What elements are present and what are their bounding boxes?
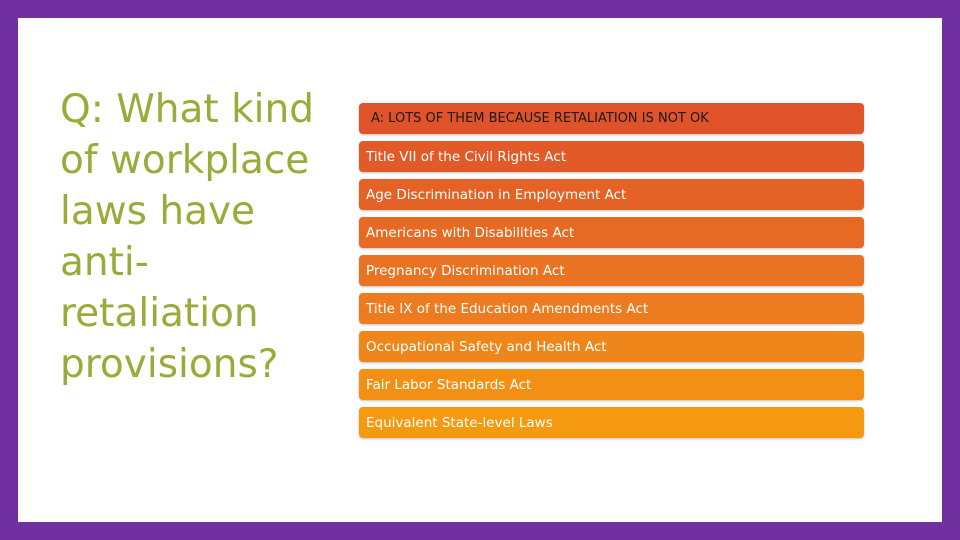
question-heading: Q: What kind of workplace laws have anti… (60, 87, 314, 387)
answer-item-title-ix: Title IX of the Education Amendments Act (359, 293, 864, 324)
answer-item-flsa: Fair Labor Standards Act (359, 369, 864, 400)
answer-item-pda: Pregnancy Discrimination Act (359, 255, 864, 286)
answer-item-osha: Occupational Safety and Health Act (359, 331, 864, 362)
answer-item-state-laws: Equivalent State-level Laws (359, 407, 864, 438)
answer-header-bar: A: LOTS OF THEM BECAUSE RETALIATION IS N… (359, 103, 864, 134)
answer-item-title-vii: Title VII of the Civil Rights Act (359, 141, 864, 172)
answer-list: A: LOTS OF THEM BECAUSE RETALIATION IS N… (359, 103, 864, 445)
answer-item-ada: Americans with Disabilities Act (359, 217, 864, 248)
answer-item-adea: Age Discrimination in Employment Act (359, 179, 864, 210)
slide-canvas: Q: What kind of workplace laws have anti… (18, 18, 942, 522)
